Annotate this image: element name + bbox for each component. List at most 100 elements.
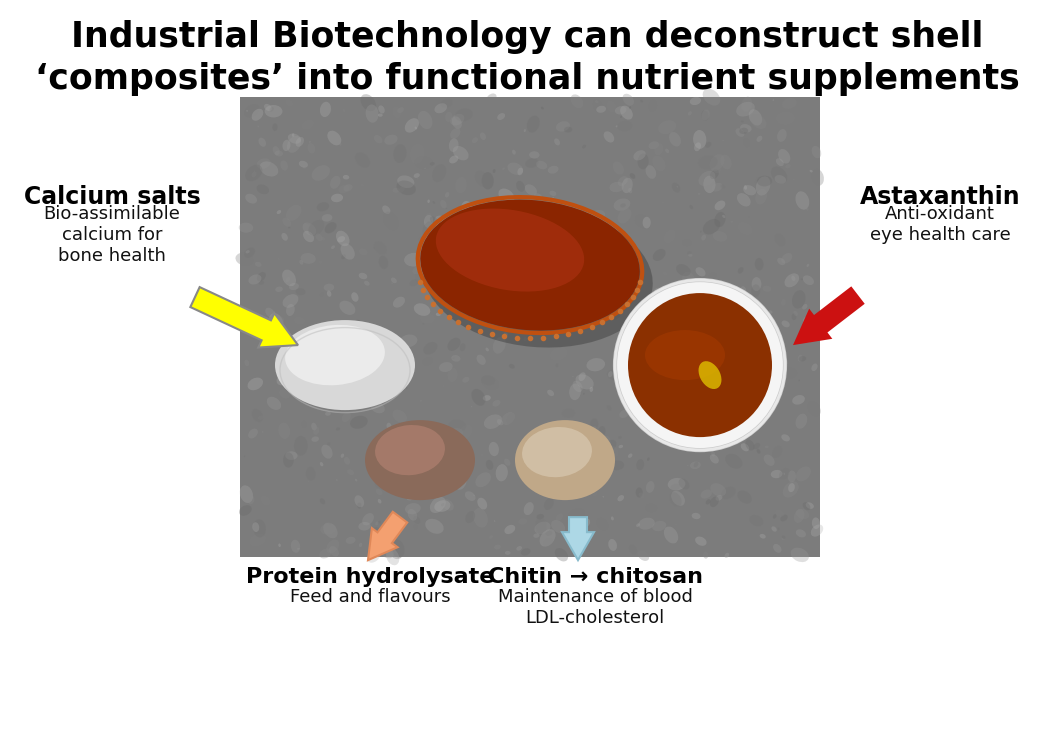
Ellipse shape — [776, 112, 794, 125]
Ellipse shape — [517, 168, 523, 175]
Ellipse shape — [702, 111, 709, 121]
Ellipse shape — [267, 397, 281, 410]
Ellipse shape — [247, 110, 248, 112]
Ellipse shape — [668, 478, 686, 491]
Ellipse shape — [698, 361, 722, 389]
Ellipse shape — [709, 273, 716, 278]
Ellipse shape — [755, 177, 761, 184]
Ellipse shape — [811, 364, 818, 371]
Text: Maintenance of blood
LDL-cholesterol: Maintenance of blood LDL-cholesterol — [498, 588, 692, 627]
Ellipse shape — [740, 128, 748, 134]
Ellipse shape — [367, 550, 380, 563]
Ellipse shape — [502, 168, 505, 170]
Ellipse shape — [455, 109, 473, 122]
Ellipse shape — [419, 237, 427, 244]
Ellipse shape — [265, 308, 274, 318]
Ellipse shape — [556, 363, 558, 367]
Ellipse shape — [474, 508, 487, 528]
Ellipse shape — [615, 106, 627, 114]
Ellipse shape — [323, 523, 338, 538]
Ellipse shape — [593, 490, 597, 496]
Ellipse shape — [513, 249, 517, 252]
Ellipse shape — [743, 185, 756, 195]
Ellipse shape — [602, 496, 603, 497]
Ellipse shape — [452, 355, 460, 362]
Ellipse shape — [583, 393, 584, 395]
Ellipse shape — [703, 551, 708, 558]
Ellipse shape — [772, 99, 774, 101]
Ellipse shape — [476, 472, 491, 487]
Ellipse shape — [350, 395, 357, 401]
Ellipse shape — [587, 358, 606, 371]
Ellipse shape — [275, 320, 415, 410]
Ellipse shape — [803, 327, 816, 343]
FancyArrow shape — [190, 287, 298, 348]
Ellipse shape — [736, 418, 749, 437]
Ellipse shape — [376, 521, 379, 526]
Ellipse shape — [359, 522, 370, 531]
Ellipse shape — [730, 221, 733, 223]
Ellipse shape — [400, 473, 406, 481]
Ellipse shape — [244, 104, 260, 117]
Ellipse shape — [359, 249, 367, 255]
Ellipse shape — [785, 273, 799, 287]
Ellipse shape — [485, 348, 488, 351]
Ellipse shape — [735, 128, 745, 137]
Ellipse shape — [302, 120, 314, 130]
Ellipse shape — [811, 169, 824, 186]
Ellipse shape — [621, 178, 633, 193]
Ellipse shape — [674, 523, 677, 526]
Ellipse shape — [583, 211, 594, 219]
Ellipse shape — [741, 97, 752, 112]
Ellipse shape — [687, 297, 695, 303]
Ellipse shape — [391, 278, 397, 283]
Ellipse shape — [462, 245, 468, 249]
Ellipse shape — [441, 503, 444, 507]
Ellipse shape — [642, 343, 655, 353]
Ellipse shape — [238, 222, 253, 233]
Ellipse shape — [510, 273, 513, 277]
Ellipse shape — [309, 141, 311, 143]
Ellipse shape — [516, 181, 524, 192]
Ellipse shape — [538, 281, 544, 289]
Ellipse shape — [438, 442, 453, 454]
Ellipse shape — [573, 381, 582, 392]
Ellipse shape — [497, 113, 505, 120]
Ellipse shape — [534, 522, 551, 534]
Ellipse shape — [569, 314, 575, 324]
Ellipse shape — [607, 101, 616, 112]
Ellipse shape — [248, 429, 257, 438]
Ellipse shape — [493, 169, 496, 173]
Ellipse shape — [695, 268, 706, 276]
Ellipse shape — [366, 104, 379, 122]
Ellipse shape — [359, 273, 367, 279]
Ellipse shape — [325, 222, 337, 233]
Ellipse shape — [795, 413, 807, 429]
Ellipse shape — [686, 343, 694, 354]
Ellipse shape — [743, 369, 755, 384]
Ellipse shape — [741, 347, 749, 357]
Ellipse shape — [741, 120, 744, 122]
Ellipse shape — [279, 423, 290, 439]
Ellipse shape — [780, 468, 789, 480]
Ellipse shape — [286, 100, 293, 106]
Ellipse shape — [793, 437, 803, 446]
Ellipse shape — [648, 273, 652, 280]
Ellipse shape — [801, 278, 803, 280]
Ellipse shape — [311, 423, 316, 430]
Ellipse shape — [360, 184, 364, 187]
Ellipse shape — [637, 154, 649, 169]
Ellipse shape — [272, 146, 280, 155]
Ellipse shape — [444, 288, 446, 289]
Ellipse shape — [698, 171, 715, 186]
Ellipse shape — [782, 535, 785, 539]
Ellipse shape — [569, 488, 574, 495]
Ellipse shape — [654, 144, 664, 155]
Ellipse shape — [327, 130, 342, 145]
Ellipse shape — [562, 209, 576, 225]
Ellipse shape — [522, 313, 531, 320]
Ellipse shape — [775, 158, 784, 166]
Ellipse shape — [427, 200, 429, 203]
Ellipse shape — [526, 115, 540, 133]
Ellipse shape — [646, 359, 652, 366]
